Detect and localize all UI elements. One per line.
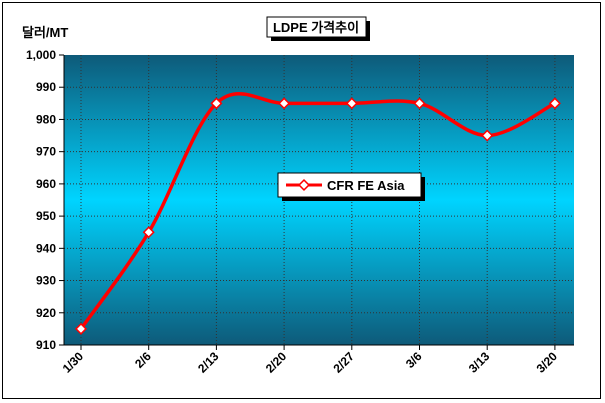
- x-tick-label: 1/30: [60, 349, 87, 376]
- x-tick-label: 2/6: [132, 349, 154, 371]
- x-tick-label: 2/20: [263, 349, 290, 376]
- data-point: [345, 97, 358, 110]
- y-tick-label: 930: [36, 274, 56, 288]
- data-point: [142, 226, 155, 239]
- y-tick-label: 920: [36, 306, 56, 320]
- y-tick-label: 990: [36, 80, 56, 94]
- title-box: [266, 16, 367, 38]
- x-tick-label: 3/6: [403, 349, 425, 371]
- y-tick-label: 960: [36, 177, 56, 191]
- y-axis-label: 달러/MT: [22, 25, 68, 40]
- y-tick-label: 970: [36, 145, 56, 159]
- y-tick-label: 1,000: [26, 48, 56, 62]
- x-tick-label: 3/20: [534, 349, 561, 376]
- y-tick-label: 940: [36, 241, 56, 255]
- y-tick-label: 950: [36, 209, 56, 223]
- data-point: [481, 129, 494, 142]
- x-tick-label: 3/13: [466, 349, 493, 376]
- data-point: [548, 97, 561, 110]
- data-point: [74, 322, 88, 335]
- data-point: [210, 97, 223, 110]
- x-tick-label: 2/13: [195, 349, 222, 376]
- y-tick-label: 910: [36, 338, 56, 352]
- y-tick-label: 980: [36, 112, 56, 126]
- x-tick-label: 2/27: [331, 349, 358, 376]
- data-point: [413, 97, 426, 110]
- legend-marker: [297, 178, 311, 192]
- series-layer: [74, 92, 561, 335]
- chart-title: LDPE 가격추이: [273, 20, 359, 35]
- data-point: [278, 97, 291, 110]
- y-axis-ticks: 910 920 930 940 950 960 970 980 990 1,000: [26, 48, 64, 352]
- legend-label: CFR FE Asia: [327, 178, 405, 193]
- x-axis-ticks: 1/30 2/6 2/13 2/20 2/27 3/6 3/13 3/20: [60, 345, 561, 376]
